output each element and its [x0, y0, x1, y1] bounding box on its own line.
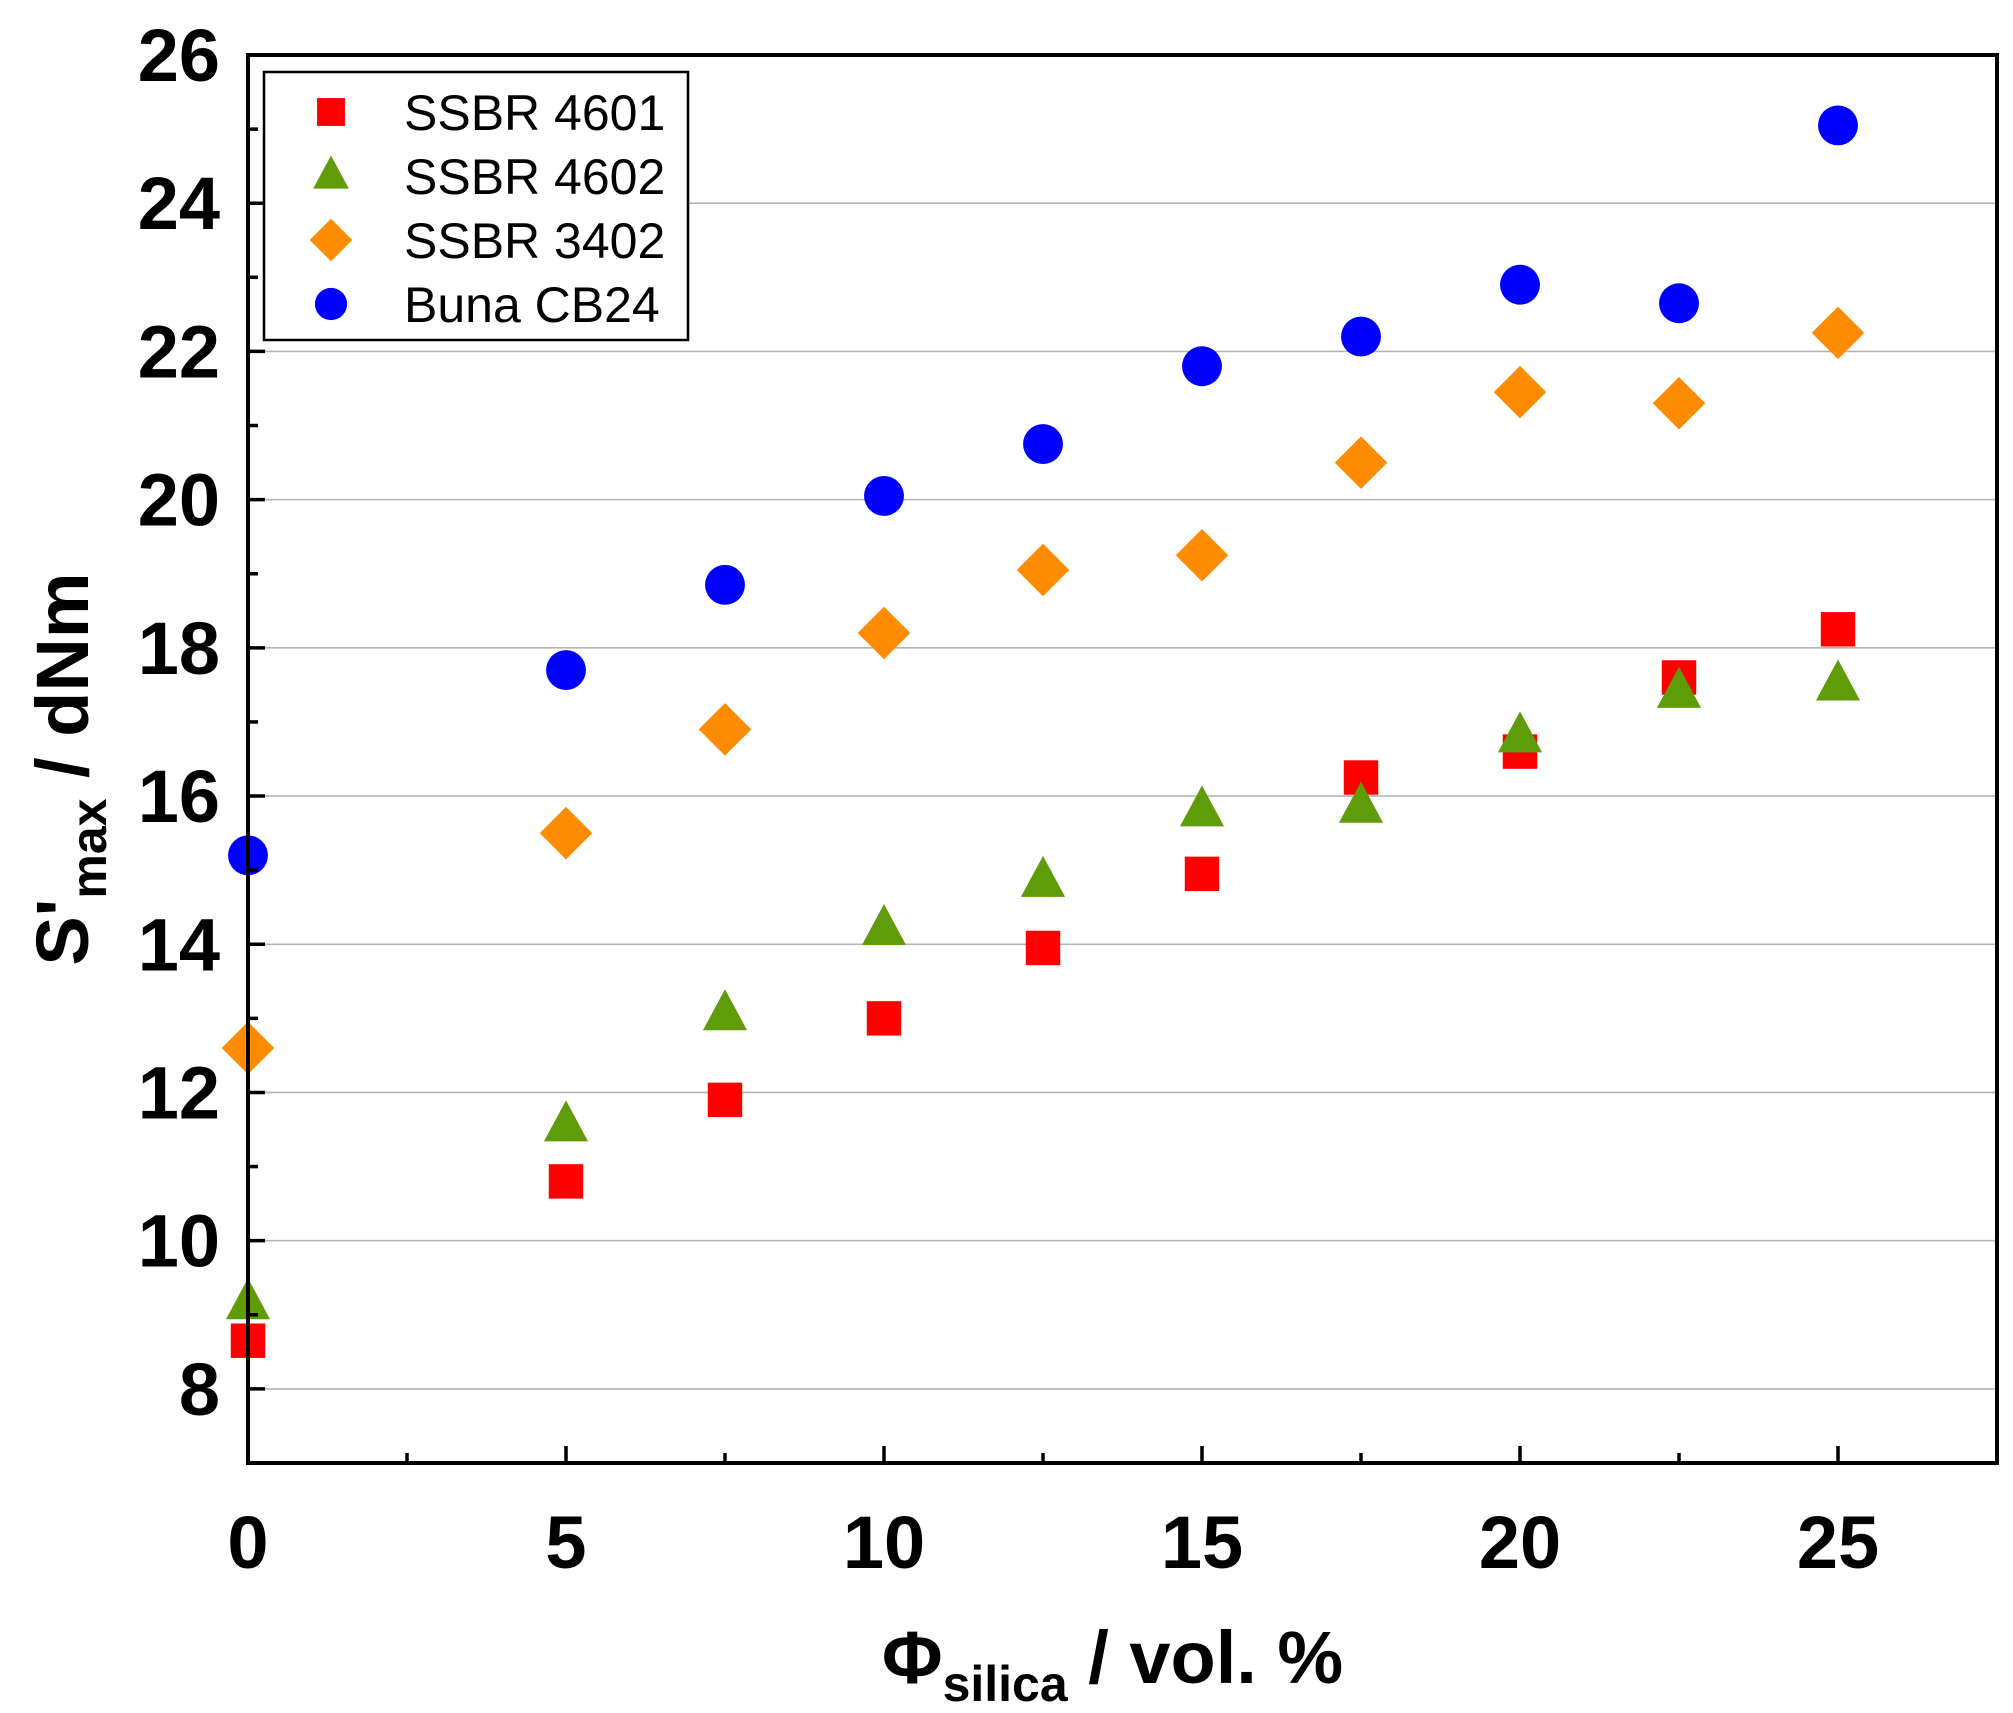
- data-point: [1182, 346, 1222, 387]
- plot-area-frame: [246, 53, 1999, 1465]
- data-point: [543, 1100, 589, 1142]
- y-tick-label: 22: [138, 310, 220, 393]
- x-tick-label: 15: [1161, 1501, 1243, 1584]
- data-point: [1815, 659, 1861, 701]
- data-point: [861, 904, 907, 946]
- x-tick-label: 25: [1797, 1501, 1879, 1584]
- y-tick-label: 14: [138, 903, 220, 986]
- data-point: [1652, 377, 1706, 430]
- data-point: [1016, 543, 1070, 597]
- data-point: [1023, 424, 1063, 465]
- legend-items: SSBR 4601 SSBR 4602 SSBR 3402 Buna CB24: [309, 85, 665, 333]
- x-tick-labels: 0 5 10 15 20 25: [227, 1501, 1879, 1584]
- data-point: [866, 1001, 902, 1036]
- data-point: [1659, 283, 1699, 324]
- y-tick-label: 26: [138, 14, 220, 97]
- data-point: [548, 1164, 584, 1199]
- legend-label: SSBR 4601: [404, 85, 665, 141]
- legend: SSBR 4601 SSBR 4602 SSBR 3402 Buna CB24: [262, 70, 690, 342]
- series-buna-cb24: [228, 105, 1858, 876]
- data-point: [1184, 856, 1220, 892]
- data-point: [864, 475, 904, 516]
- data-point: [1818, 105, 1858, 146]
- data-point: [1493, 365, 1547, 419]
- y-tick-label: 24: [138, 162, 220, 245]
- data-point: [1341, 316, 1381, 357]
- data-point: [1334, 436, 1388, 489]
- data-point: [707, 1082, 743, 1118]
- x-tick-label: 0: [227, 1501, 268, 1584]
- legend-label: SSBR 4602: [404, 149, 665, 205]
- series-ssbr-4601: [230, 612, 1856, 1358]
- legend-marker: [317, 98, 345, 126]
- y-tick-label: 8: [179, 1348, 220, 1431]
- x-tick-label: 20: [1479, 1501, 1561, 1584]
- x-tick-label: 10: [843, 1501, 925, 1584]
- axis-ticks: [246, 53, 1840, 1463]
- x-axis-title: Φsilica / vol. %: [882, 1616, 1343, 1712]
- data-point: [1175, 528, 1229, 582]
- y-tick-label: 12: [138, 1051, 220, 1134]
- y-tick-label: 16: [138, 755, 220, 838]
- data-point: [1020, 855, 1066, 897]
- legend-label: SSBR 3402: [404, 213, 665, 269]
- data-point: [1500, 264, 1540, 305]
- data-point: [539, 806, 593, 860]
- legend-item: SSBR 4601: [317, 85, 665, 141]
- y-tick-label: 18: [138, 607, 220, 690]
- x-tick-label: 5: [545, 1501, 586, 1584]
- data-point: [705, 564, 745, 605]
- data-point: [1811, 306, 1865, 360]
- data-point: [698, 703, 752, 756]
- data-point: [1338, 781, 1384, 823]
- data-point: [702, 989, 748, 1031]
- data-point: [1656, 666, 1702, 708]
- legend-label: Buna CB24: [404, 277, 660, 333]
- y-tick-label: 10: [138, 1200, 220, 1283]
- data-point: [857, 606, 911, 660]
- series-ssbr-4602: [225, 659, 1861, 1320]
- legend-marker: [313, 155, 349, 189]
- legend-item: SSBR 4602: [313, 149, 665, 205]
- data-point: [1179, 785, 1225, 827]
- y-tick-labels: 8 10 12 14 16 18 20 22 24 26: [138, 14, 220, 1431]
- data-point: [546, 650, 586, 691]
- series-ssbr-3402: [221, 306, 1865, 1075]
- legend-item: SSBR 3402: [309, 213, 665, 269]
- legend-item: Buna CB24: [314, 277, 660, 333]
- data-point: [1820, 612, 1856, 647]
- y-axis-title: S'max / dNm: [21, 572, 117, 965]
- data-point: [1497, 711, 1543, 753]
- data-point: [1025, 930, 1061, 966]
- y-tick-label: 20: [138, 459, 220, 542]
- legend-marker: [309, 218, 353, 262]
- legend-marker: [314, 287, 348, 321]
